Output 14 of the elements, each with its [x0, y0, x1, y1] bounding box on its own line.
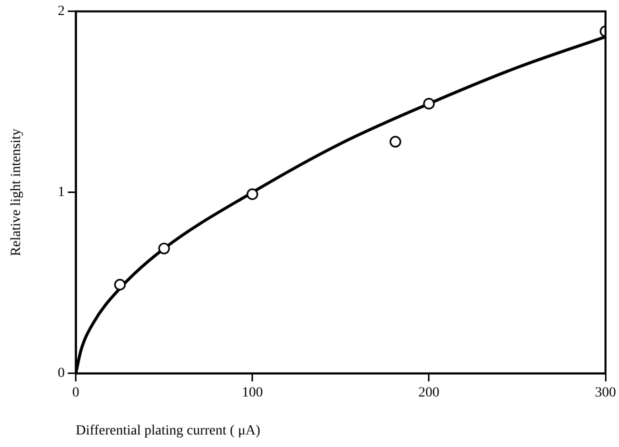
- x-tick-label: 200: [418, 385, 440, 400]
- y-tick-label: 2: [58, 4, 65, 20]
- point: [390, 136, 402, 148]
- point: [158, 242, 170, 254]
- x-tick-label: 300: [595, 385, 616, 400]
- y-tick-label: 1: [58, 185, 65, 200]
- point: [114, 278, 126, 291]
- point: [423, 98, 435, 110]
- y-tick-label: 0: [58, 366, 65, 382]
- x-axis-title: Differential plating current ( μA): [76, 423, 261, 438]
- y-axis-title: Relative light intensity: [9, 128, 24, 256]
- point: [246, 188, 258, 200]
- x-tick-label: 100: [242, 385, 263, 400]
- x-tick-label: 0: [72, 385, 80, 400]
